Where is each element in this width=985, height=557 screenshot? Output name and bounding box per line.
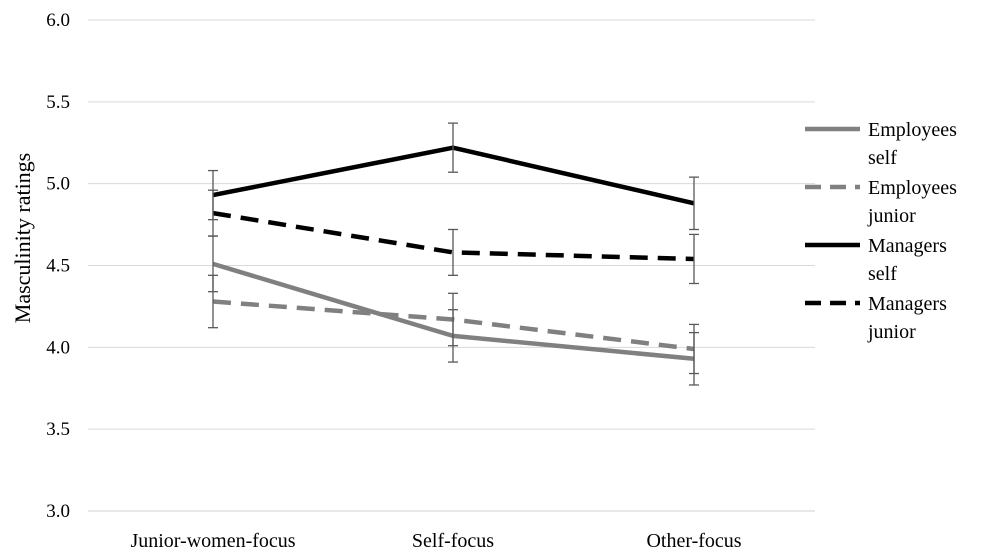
legend-item: Employees junior	[805, 177, 957, 227]
legend-label: junior	[867, 205, 916, 227]
legend-item: Managers junior	[805, 293, 947, 343]
y-tick-label: 6.0	[46, 10, 70, 31]
error-bar	[448, 228, 458, 276]
error-bar	[208, 189, 218, 237]
error-bars	[208, 122, 699, 386]
legend-label: junior	[867, 321, 916, 343]
error-bar	[208, 274, 218, 329]
legend-label: Employees	[868, 177, 957, 199]
error-bar	[689, 233, 699, 285]
legend-label: self	[868, 147, 897, 169]
y-tick-label: 3.0	[46, 501, 70, 522]
y-tick-labels: 3.0 3.5 4.0 4.5 5.0 5.5 6.0	[46, 10, 70, 522]
legend-item: Managers self	[805, 235, 947, 285]
y-axis-title: Masculinity ratings	[10, 153, 35, 323]
x-category-label: Junior-women-focus	[130, 530, 295, 552]
legend-label: Managers	[868, 235, 947, 257]
x-category-labels: Junior-women-focus Self-focus Other-focus	[130, 530, 741, 552]
legend: Employees self Employees junior Managers self…	[805, 119, 957, 343]
gridlines	[88, 19, 815, 512]
x-category-label: Other-focus	[646, 530, 741, 552]
legend-item: Employees self	[805, 119, 957, 169]
series-line-managers-junior	[212, 210, 695, 262]
error-bar	[689, 323, 699, 375]
legend-label: Employees	[868, 119, 957, 141]
error-bar	[448, 292, 458, 347]
y-tick-label: 5.0	[46, 174, 70, 195]
y-tick-label: 4.5	[46, 256, 70, 277]
error-bar	[689, 176, 699, 231]
y-tick-label: 4.0	[46, 337, 70, 358]
legend-label: Managers	[868, 293, 947, 315]
legend-label: self	[868, 263, 897, 285]
error-bar	[448, 122, 458, 173]
x-category-label: Self-focus	[412, 530, 494, 552]
y-tick-label: 5.5	[46, 92, 70, 113]
y-tick-label: 3.5	[46, 419, 70, 440]
